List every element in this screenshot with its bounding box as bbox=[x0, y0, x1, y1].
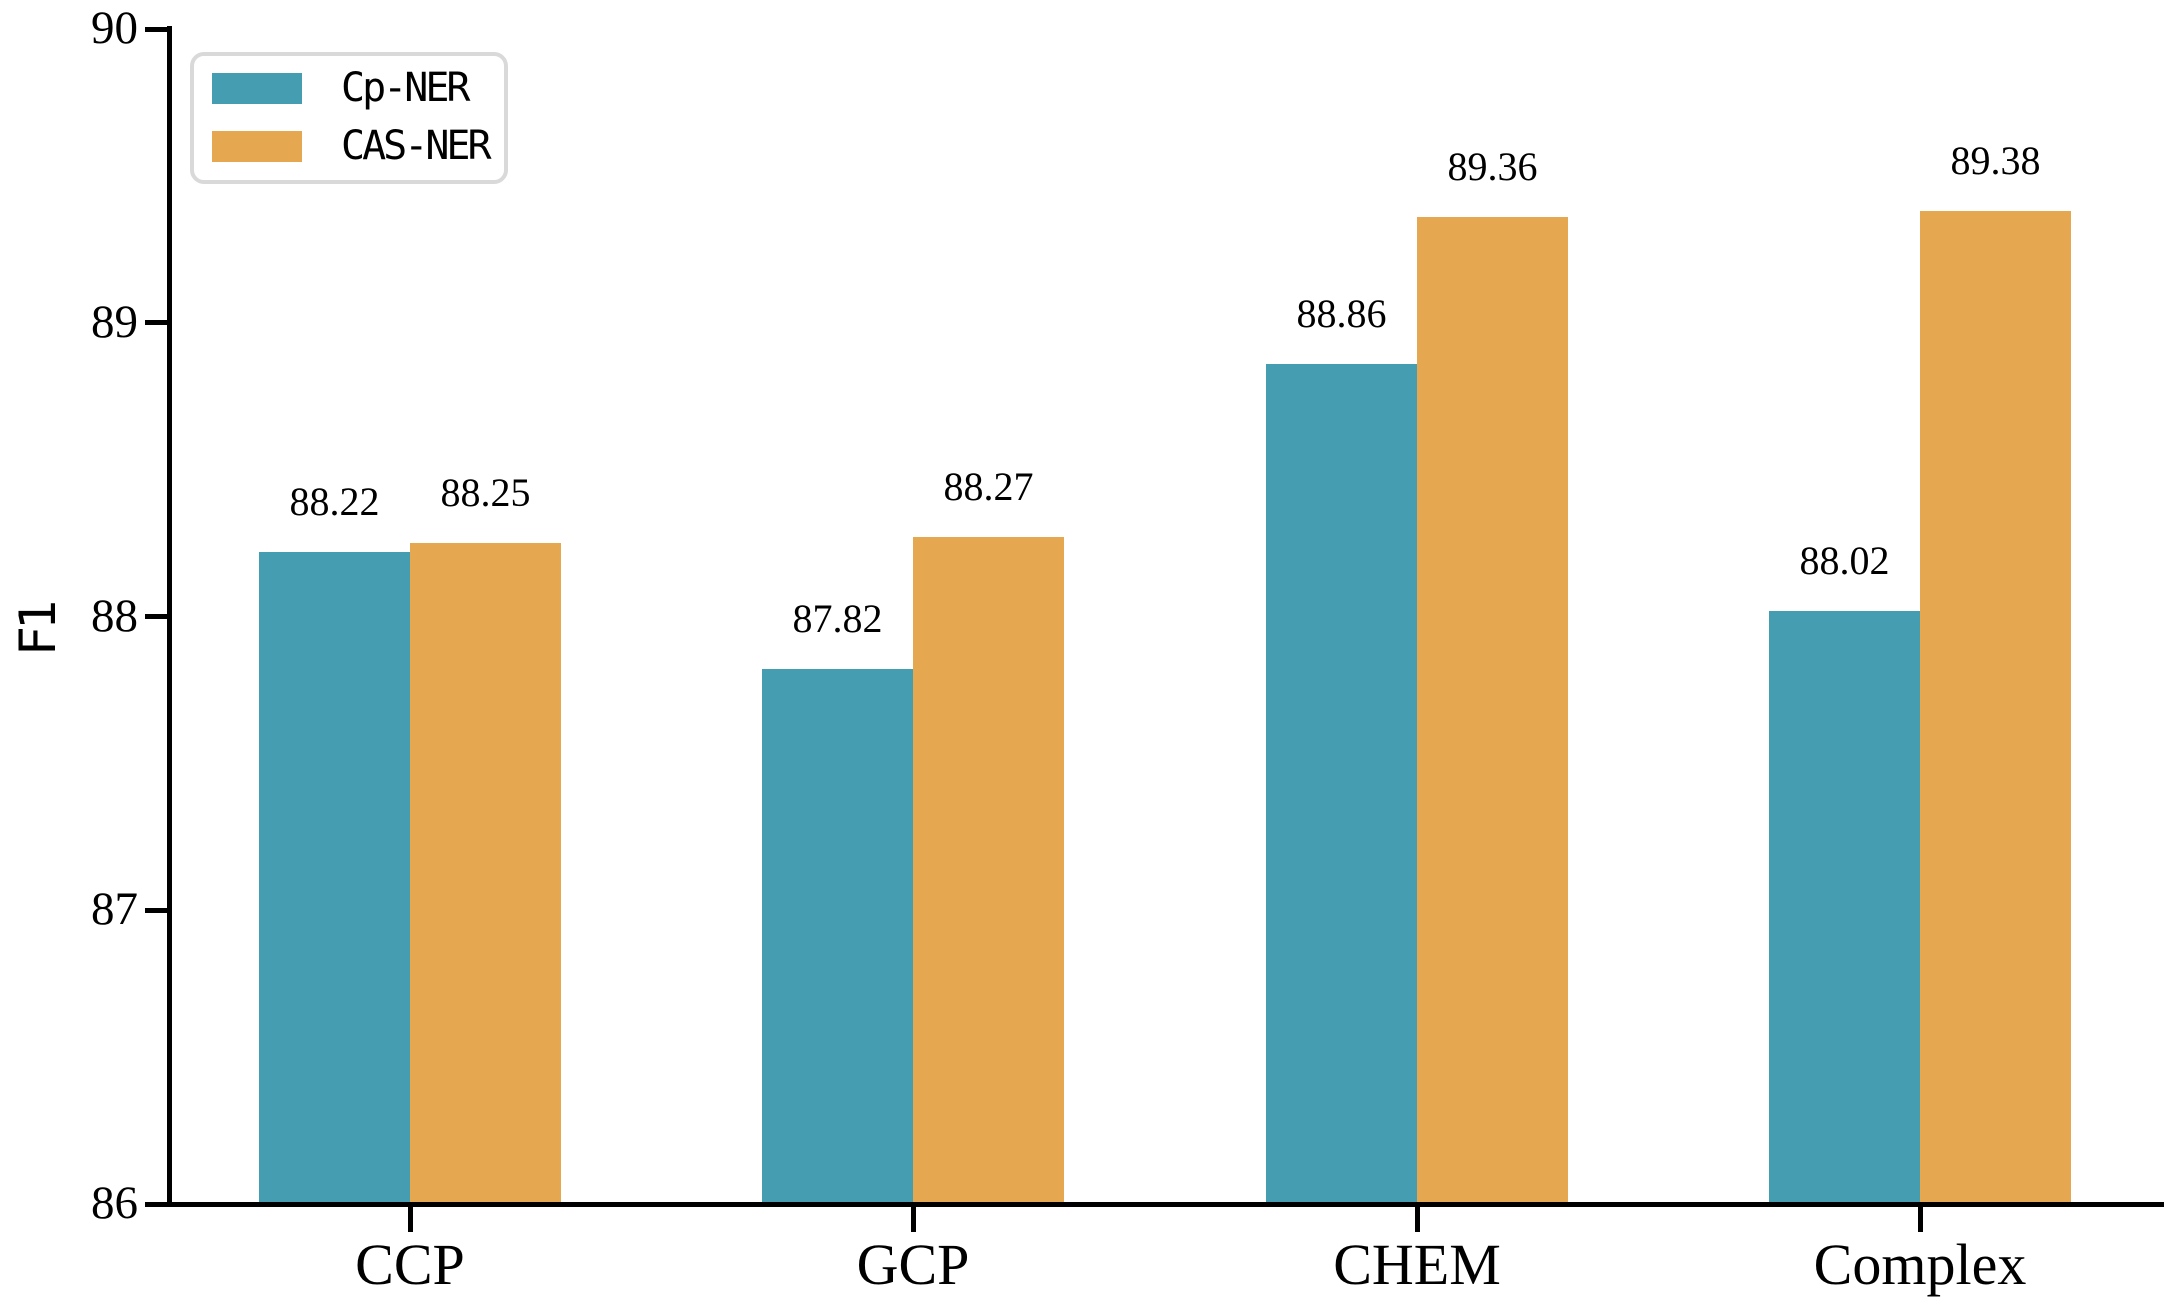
bar-value-label: 89.36 bbox=[1447, 144, 1538, 190]
legend-label: Cp-NER bbox=[341, 65, 470, 111]
legend-swatch-cp-ner bbox=[212, 72, 302, 104]
y-tick-mark bbox=[145, 26, 167, 32]
x-tick-mark bbox=[1917, 1206, 1923, 1232]
x-category-label: GCP bbox=[856, 1232, 970, 1297]
y-tick-label: 88 bbox=[91, 589, 138, 642]
x-tick-mark bbox=[910, 1206, 916, 1232]
bar-cp-ner-complex bbox=[1769, 610, 1920, 1207]
y-tick-mark bbox=[145, 320, 167, 326]
bar-value-label: 88.25 bbox=[440, 470, 531, 516]
y-tick-mark bbox=[145, 907, 167, 913]
bar-value-label: 88.02 bbox=[1799, 537, 1890, 583]
y-tick-label: 87 bbox=[91, 883, 138, 936]
legend-item-cp-ner: Cp-NER bbox=[212, 68, 470, 108]
x-axis-spine bbox=[167, 1202, 2164, 1207]
x-category-label: Complex bbox=[1813, 1232, 2027, 1297]
x-category-label: CHEM bbox=[1333, 1232, 1501, 1297]
x-category-label: CCP bbox=[355, 1232, 465, 1297]
y-axis-spine bbox=[167, 26, 172, 1207]
bar-value-label: 89.38 bbox=[1950, 138, 2041, 184]
bar-value-label: 88.86 bbox=[1296, 291, 1387, 337]
y-tick-mark bbox=[145, 1201, 167, 1207]
legend-swatch-cas-ner bbox=[212, 130, 302, 162]
legend-label: CAS-NER bbox=[341, 123, 492, 169]
legend-item-cas-ner: CAS-NER bbox=[212, 126, 492, 166]
x-tick-mark bbox=[1414, 1206, 1420, 1232]
bar-value-label: 88.22 bbox=[289, 478, 380, 524]
bar-value-label: 88.27 bbox=[943, 464, 1034, 510]
y-tick-label: 89 bbox=[91, 295, 138, 348]
y-tick-label: 90 bbox=[91, 2, 138, 55]
bar-cp-ner-gcp bbox=[762, 669, 913, 1207]
bar-cas-ner-ccp bbox=[410, 543, 561, 1207]
bar-cas-ner-gcp bbox=[913, 537, 1064, 1207]
bar-value-label: 87.82 bbox=[792, 596, 883, 642]
y-tick-label: 86 bbox=[91, 1177, 138, 1229]
bar-cas-ner-complex bbox=[1920, 211, 2071, 1207]
legend-box: Cp-NER CAS-NER bbox=[190, 52, 508, 184]
y-tick-mark bbox=[145, 614, 167, 620]
bar-cas-ner-chem bbox=[1417, 217, 1568, 1207]
x-tick-mark bbox=[407, 1206, 413, 1232]
bar-cp-ner-chem bbox=[1266, 364, 1417, 1207]
bar-cp-ner-ccp bbox=[259, 551, 410, 1207]
